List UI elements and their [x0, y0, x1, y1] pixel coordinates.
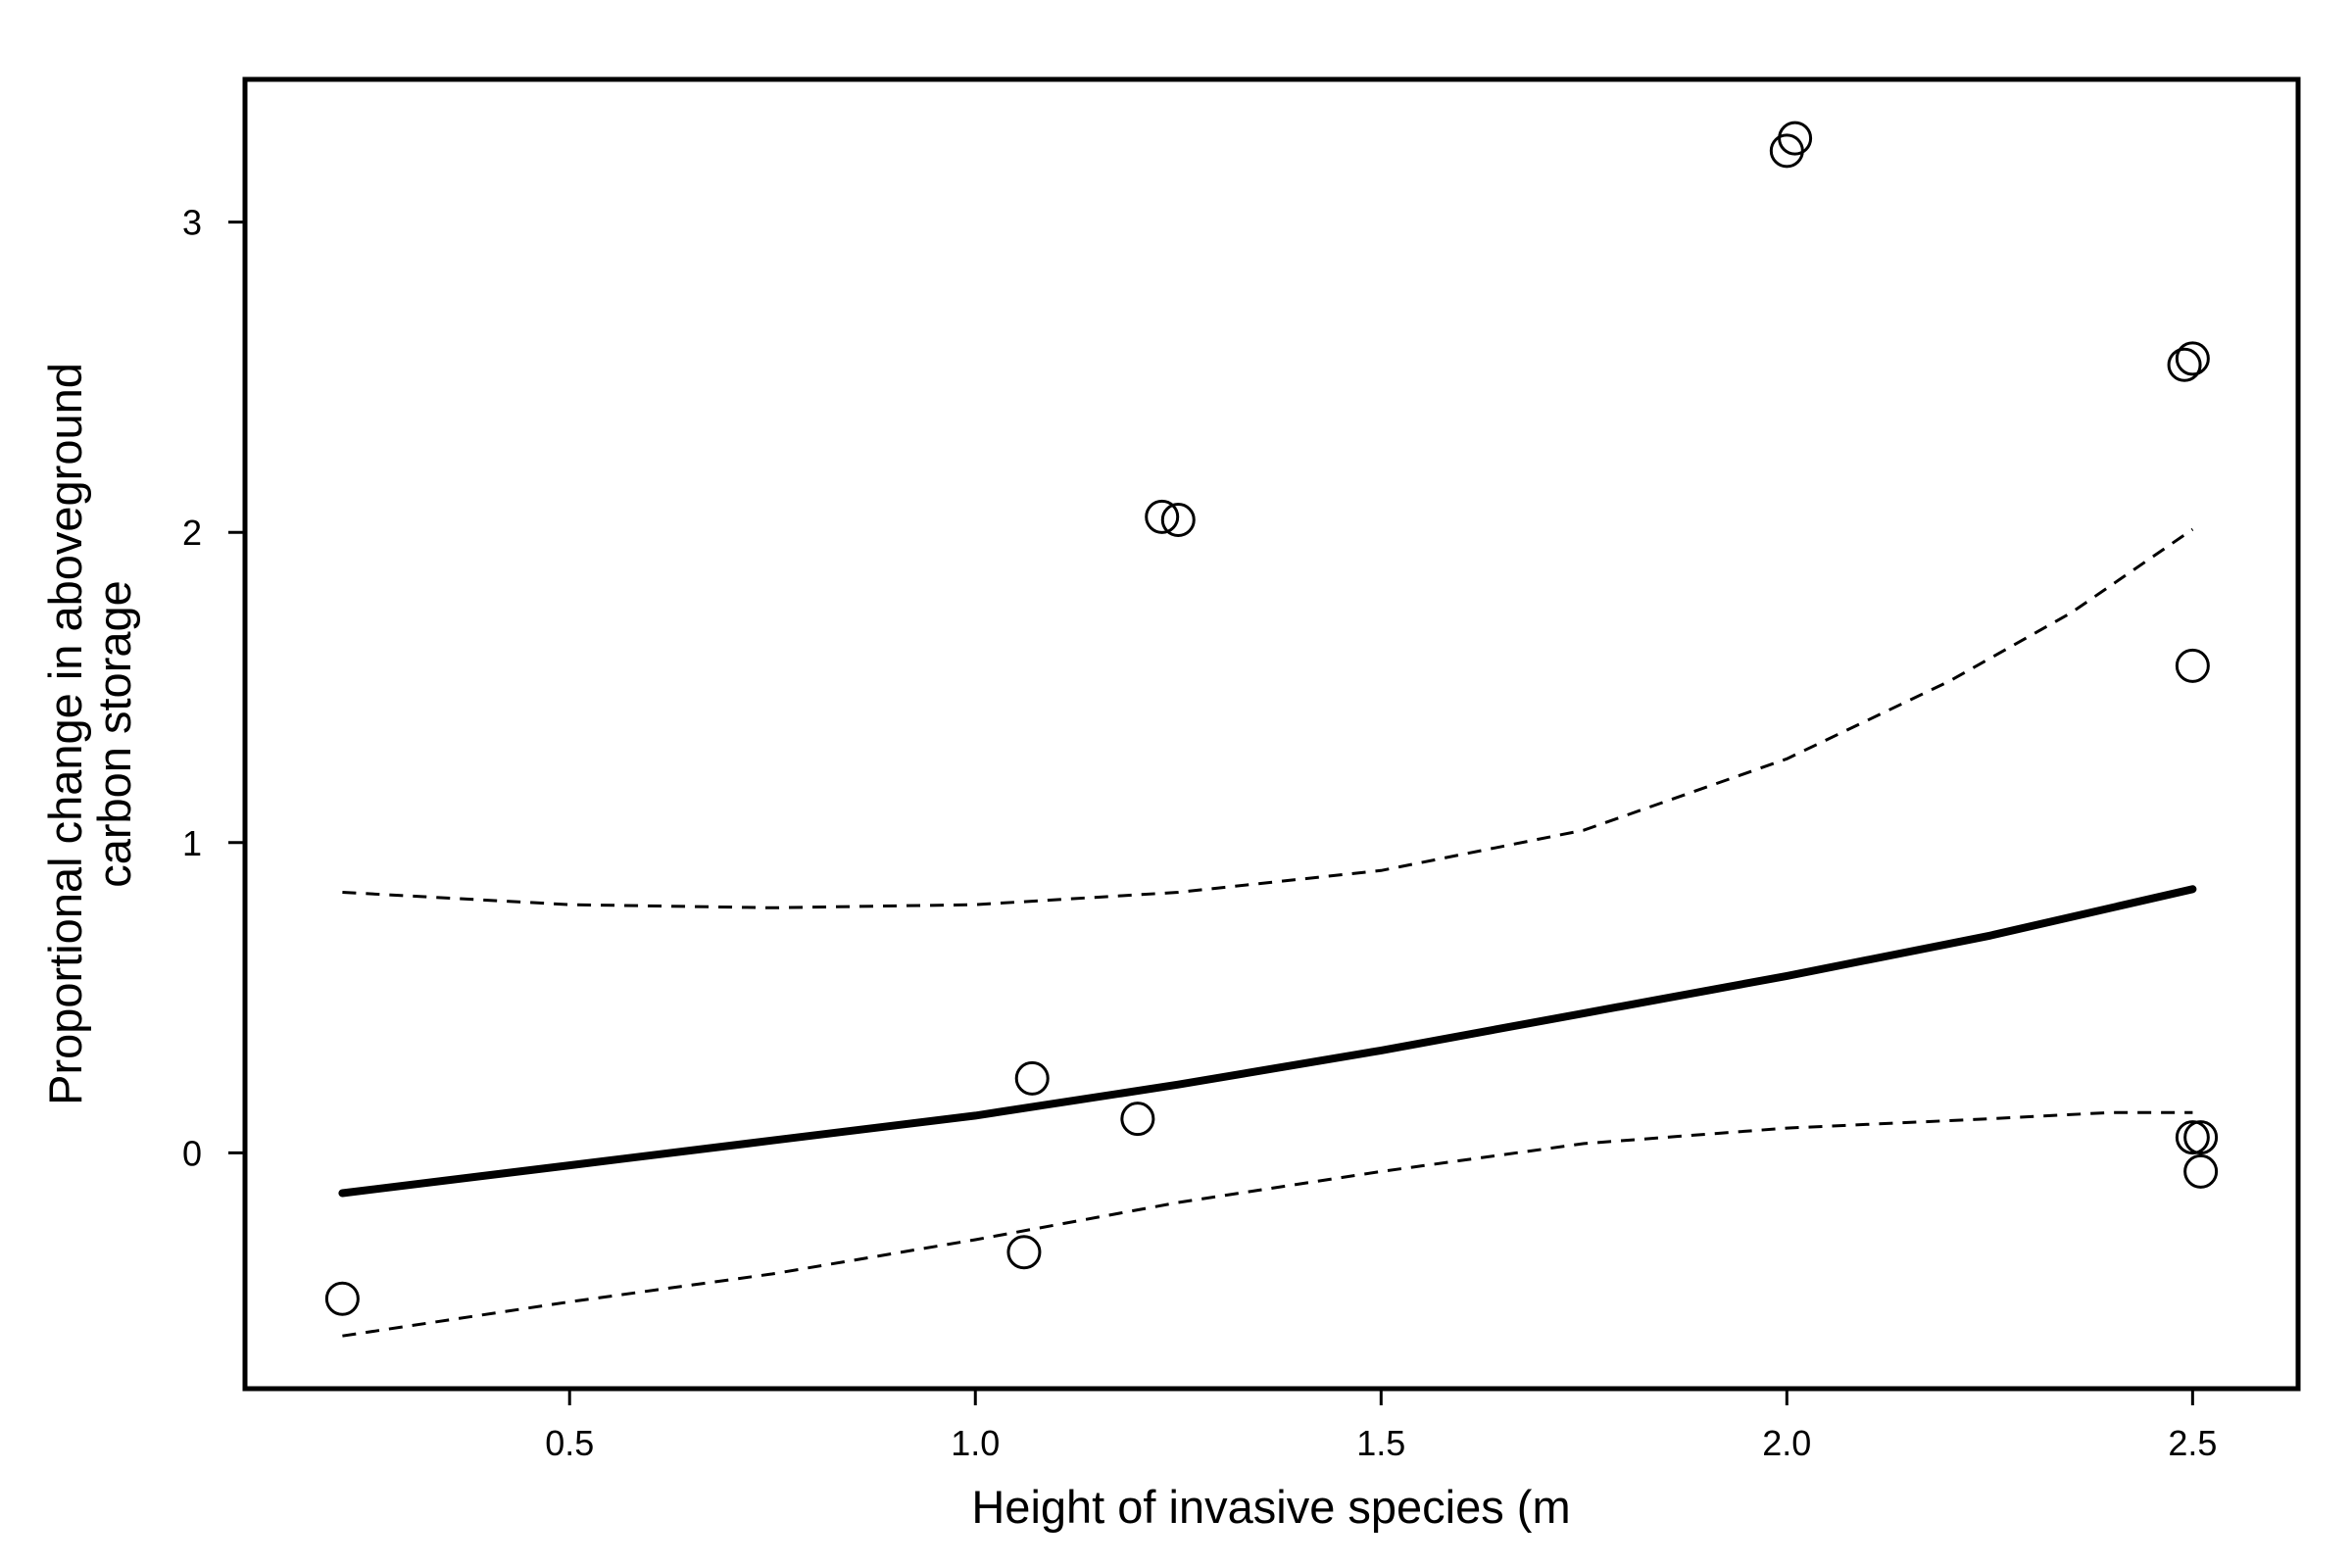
x-tick-label: 2.5 — [2168, 1423, 2217, 1463]
fitted-regression-line — [338, 885, 2197, 1198]
x-axis-ticks: 0.5 1.0 1.5 2.0 2.5 — [545, 1389, 2217, 1463]
y-axis-title: Proportional change in aboveground carbo… — [39, 363, 140, 1105]
y-tick-label: 3 — [182, 203, 202, 243]
x-tick-label: 1.0 — [951, 1423, 1000, 1463]
data-point — [1778, 121, 1813, 156]
data-point — [324, 1281, 360, 1316]
y-axis-ticks: 0 1 2 3 — [182, 203, 245, 1173]
data-point — [1145, 499, 1180, 534]
data-points — [324, 121, 2219, 1316]
data-point — [1006, 1235, 1042, 1270]
data-point — [2183, 1153, 2219, 1189]
data-point — [1014, 1060, 1050, 1096]
x-tick-label: 1.5 — [1356, 1423, 1405, 1463]
y-tick-label: 2 — [182, 513, 202, 553]
plot-frame — [242, 76, 2301, 1392]
y-tick-label: 1 — [182, 823, 202, 863]
y-axis-title-line-2: carbon storage — [88, 580, 140, 888]
data-point — [2175, 648, 2210, 683]
confidence-band-upper — [342, 527, 2194, 909]
data-point — [1120, 1102, 1155, 1137]
data-point — [2167, 347, 2202, 382]
data-point — [2175, 1120, 2210, 1155]
data-point — [2175, 341, 2210, 376]
regression-curves — [338, 527, 2197, 1338]
x-tick-label: 2.0 — [1762, 1423, 1811, 1463]
y-axis-title-line-1: Proportional change in aboveground — [39, 363, 91, 1105]
x-axis-title: Height of invasive species (m — [971, 1481, 1570, 1533]
x-tick-label: 0.5 — [545, 1423, 594, 1463]
data-point — [1160, 503, 1196, 538]
y-tick-label: 0 — [182, 1133, 202, 1173]
confidence-band-lower — [342, 1110, 2193, 1338]
data-point — [2183, 1120, 2219, 1155]
